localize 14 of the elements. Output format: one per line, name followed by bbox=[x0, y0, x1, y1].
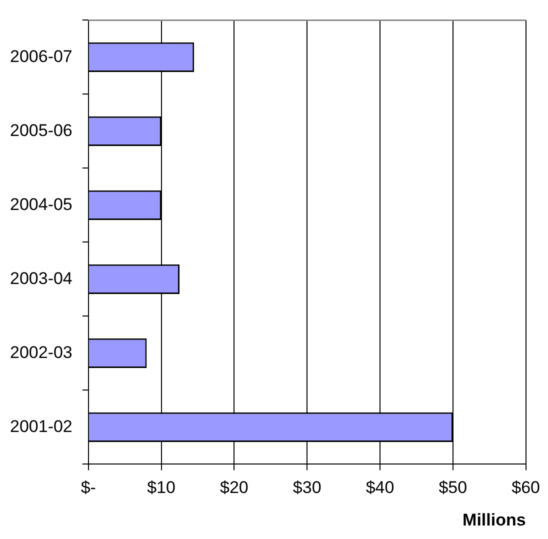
x-tick-label: $50 bbox=[438, 478, 468, 498]
x-tick-label: $40 bbox=[366, 478, 394, 498]
x-tick-label: $20 bbox=[220, 478, 248, 498]
x-tick-label: $10 bbox=[147, 478, 176, 498]
x-tick-label: $30 bbox=[292, 478, 322, 498]
y-tick-label: 2004-05 bbox=[10, 194, 72, 214]
x-tick-label: $60 bbox=[512, 478, 540, 498]
y-tick-label: 2001-02 bbox=[10, 416, 72, 436]
y-tick-label: 2003-04 bbox=[10, 268, 72, 288]
x-tick-label: $- bbox=[80, 478, 96, 498]
y-tick-label: 2005-06 bbox=[10, 120, 72, 140]
y-tick-label: 2006-07 bbox=[10, 46, 72, 66]
x-axis-title: Millions bbox=[462, 510, 526, 530]
y-tick-label: 2002-03 bbox=[10, 342, 72, 362]
